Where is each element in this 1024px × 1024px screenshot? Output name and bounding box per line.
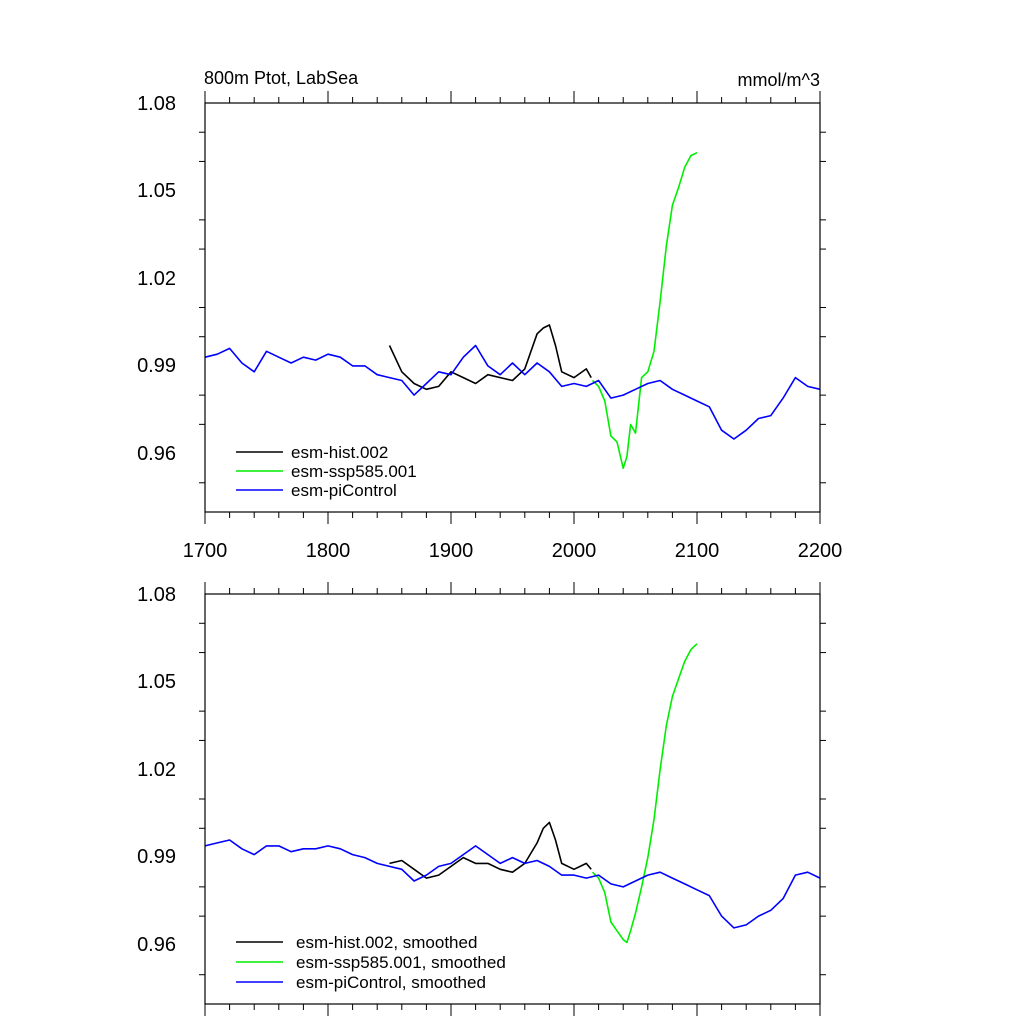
bottom-panel: 0.96 0.99 1.02 1.05 1.08 esm-hist.002, s… xyxy=(137,582,826,1016)
top-panel: 800m Ptot, LabSea mmol/m^3 0.96 0.99 1.0… xyxy=(137,68,842,562)
bottom-series-esm-ssp585-001-smoothed xyxy=(591,643,698,944)
x-tick-labels: 1700 1800 1900 2000 2100 2200 xyxy=(183,540,843,562)
top-legend-label-esm-picontrol: esm-piControl xyxy=(291,481,397,500)
xtick-1800: 1800 xyxy=(306,540,351,562)
bottom-ytick-1.08: 1.08 xyxy=(137,584,176,606)
xtick-2000: 2000 xyxy=(552,540,597,562)
xtick-2100: 2100 xyxy=(675,540,720,562)
bottom-series-esm-hist-002-smoothed xyxy=(389,821,592,879)
top-chart-units: mmol/m^3 xyxy=(738,70,820,90)
bottom-axis-ticks xyxy=(199,582,826,1016)
bottom-plot-frame xyxy=(204,593,821,1005)
top-legend: esm-hist.002 esm-ssp585.001 esm-piContro… xyxy=(236,443,417,500)
xtick-1900: 1900 xyxy=(429,540,474,562)
top-ytick-0.99: 0.99 xyxy=(137,355,176,377)
top-y-tick-labels: 0.96 0.99 1.02 1.05 1.08 xyxy=(137,93,176,465)
bottom-ytick-1.02: 1.02 xyxy=(137,759,176,781)
bottom-legend: esm-hist.002, smoothed esm-ssp585.001, s… xyxy=(236,933,506,992)
top-plot-area xyxy=(204,151,821,469)
xtick-1700: 1700 xyxy=(183,540,228,562)
bottom-ytick-1.05: 1.05 xyxy=(137,671,176,693)
bottom-plot-area xyxy=(204,643,821,944)
top-legend-label-esm-ssp585-001: esm-ssp585.001 xyxy=(291,462,417,481)
top-series-esm-ssp585-001 xyxy=(591,151,698,469)
bottom-legend-label-esm-ssp585-001-smoothed: esm-ssp585.001, smoothed xyxy=(296,953,506,972)
bottom-legend-label-esm-picontrol-smoothed: esm-piControl, smoothed xyxy=(296,973,486,992)
bottom-series-esm-picontrol-smoothed xyxy=(204,839,821,929)
bottom-legend-label-esm-hist-002-smoothed: esm-hist.002, smoothed xyxy=(296,933,477,952)
top-ytick-1.05: 1.05 xyxy=(137,180,176,202)
bottom-ytick-0.96: 0.96 xyxy=(137,934,176,956)
top-ytick-1.08: 1.08 xyxy=(137,93,176,115)
top-plot-frame xyxy=(204,102,821,513)
top-ytick-0.96: 0.96 xyxy=(137,443,176,465)
top-legend-label-esm-hist-002: esm-hist.002 xyxy=(291,443,388,462)
top-series-esm-picontrol xyxy=(204,344,821,440)
bottom-ytick-0.99: 0.99 xyxy=(137,846,176,868)
top-axis-ticks xyxy=(199,91,826,524)
top-chart-title: 800m Ptot, LabSea xyxy=(204,68,359,88)
xtick-2200: 2200 xyxy=(798,540,843,562)
bottom-y-tick-labels: 0.96 0.99 1.02 1.05 1.08 xyxy=(137,584,176,956)
top-ytick-1.02: 1.02 xyxy=(137,268,176,290)
top-series-esm-hist-002 xyxy=(388,324,592,391)
